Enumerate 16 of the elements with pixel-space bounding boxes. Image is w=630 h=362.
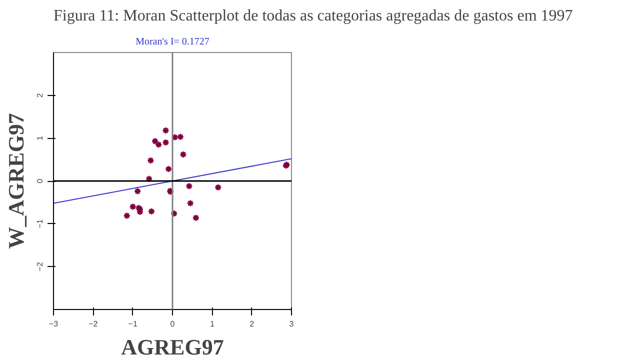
y-tick-label: 0 xyxy=(36,178,44,184)
y-tick-label: −1 xyxy=(36,218,44,228)
x-tick-label: 2 xyxy=(250,320,255,328)
x-tick-label: −3 xyxy=(48,320,59,328)
y-tick-label: −2 xyxy=(36,262,44,272)
y-axis-title: W_AGREG97 xyxy=(4,113,28,249)
text: Moran's I= 0.1727 xyxy=(136,36,210,48)
y-tick-label: 2 xyxy=(36,92,44,98)
x-axis-title: AGREG97 xyxy=(121,334,224,360)
x-tick-label: −2 xyxy=(88,320,98,328)
chart-title: Figura 11: Moran Scatterplot de todas as categorias agregadas de gastos em 1997 xyxy=(54,8,573,24)
x-tick-label: 0 xyxy=(170,320,176,328)
x-tick-label: 3 xyxy=(289,320,294,328)
x-tick-label: 1 xyxy=(210,320,215,328)
x-tick-label: −1 xyxy=(128,320,138,328)
y-tick-label: 1 xyxy=(36,135,44,140)
